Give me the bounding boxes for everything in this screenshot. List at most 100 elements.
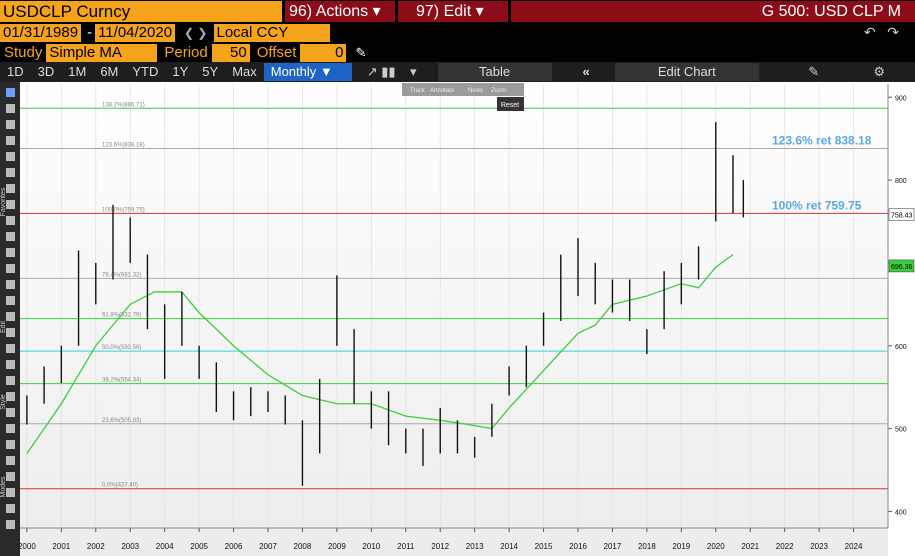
- range-button[interactable]: 1M: [68, 64, 87, 79]
- collapse-button[interactable]: «: [582, 64, 590, 79]
- range-button[interactable]: 1D: [7, 64, 24, 79]
- y-tick-label: 600: [895, 344, 907, 351]
- tool-icon: [6, 216, 15, 225]
- y-tick-label: 400: [895, 509, 907, 516]
- tool-icon: [6, 424, 15, 433]
- tool-icon: [6, 200, 15, 209]
- x-tick-label: 2001: [52, 542, 70, 551]
- tool-icon: [6, 312, 15, 321]
- float-toolbar: [402, 83, 524, 96]
- side-label: Style: [0, 394, 7, 410]
- side-label: Edit: [0, 321, 7, 333]
- function-code: G 500: USD CLP M: [511, 1, 915, 22]
- float-tool[interactable]: Annotate: [430, 88, 455, 94]
- period-label: Period: [164, 44, 208, 61]
- tool-icon: [6, 136, 15, 145]
- side-label: Modes: [0, 476, 7, 498]
- tool-icon: [6, 232, 15, 241]
- currency-select[interactable]: Local CCY: [213, 23, 330, 42]
- tool-icon: [6, 264, 15, 273]
- tool-icon: [6, 504, 15, 513]
- tool-icon: [6, 360, 15, 369]
- price-tag: [888, 259, 915, 273]
- tool-icon: [6, 472, 15, 481]
- x-tick-label: 2006: [225, 542, 243, 551]
- offset-input[interactable]: 0: [300, 43, 347, 62]
- actions-menu[interactable]: 96) Actions ▾: [285, 1, 395, 22]
- period-input[interactable]: 50: [211, 43, 250, 62]
- annotation: 123.6% ret 838.18: [772, 133, 872, 147]
- reset-box: [497, 97, 524, 111]
- tool-icon: [6, 456, 15, 465]
- range-toolbar: 1D 3D 1M 6M YTD 1Y 5Y Max Monthly ▼ ↗ ▮▮ ▾ Table « E…: [0, 62, 915, 82]
- tool-icon: [6, 440, 15, 449]
- range-button[interactable]: 3D: [37, 64, 55, 79]
- level-label: 76.4%(681.32): [102, 272, 141, 278]
- x-tick-label: 2000: [18, 542, 36, 551]
- start-date[interactable]: 01/31/1989: [0, 23, 82, 42]
- end-date[interactable]: 11/04/2020: [95, 23, 176, 42]
- edit-menu[interactable]: 97) Edit ▾: [398, 1, 508, 22]
- price-tag-label: 696.36: [891, 264, 913, 271]
- axis-panel: [888, 82, 915, 556]
- reset-button[interactable]: Reset: [501, 102, 519, 109]
- ticker-field[interactable]: USDCLP Curncy: [0, 1, 282, 22]
- moving-average: [26, 254, 734, 454]
- x-tick-label: 2019: [672, 542, 690, 551]
- price-tag-label: 758.43: [891, 213, 913, 220]
- x-tick-label: 2010: [362, 542, 380, 551]
- float-tool[interactable]: Track: [410, 88, 426, 94]
- x-tick-label: 2014: [500, 542, 518, 551]
- offset-label: Offset: [256, 44, 297, 61]
- x-tick-label: 2022: [776, 542, 794, 551]
- range-button[interactable]: YTD: [132, 64, 159, 79]
- level-label: 123.6%(838.18): [102, 142, 145, 148]
- frequency-select[interactable]: Monthly ▼: [263, 63, 352, 81]
- x-tick-label: 2016: [569, 542, 587, 551]
- x-tick-label: 2021: [741, 542, 759, 551]
- range-button[interactable]: 1Y: [172, 64, 189, 79]
- tool-icon: [6, 120, 15, 129]
- tool-icon: [6, 392, 15, 401]
- range-button[interactable]: 5Y: [202, 64, 219, 79]
- study-select[interactable]: Simple MA: [46, 43, 158, 62]
- range-button[interactable]: Max: [232, 64, 257, 79]
- tool-icon: [6, 296, 15, 305]
- x-tick-label: 2004: [156, 542, 174, 551]
- x-tick-label: 2023: [810, 542, 828, 551]
- x-tick-label: 2009: [328, 542, 346, 551]
- price-tag: [888, 208, 915, 221]
- tool-icon: [6, 376, 15, 385]
- level-label: 23.6%(505.83): [102, 418, 141, 424]
- tool-icon: [6, 408, 15, 417]
- tool-icon: [6, 184, 15, 193]
- pen-icon[interactable]: ✎: [355, 44, 367, 60]
- tool-icon: [6, 248, 15, 257]
- nav-arrows[interactable]: ❮ ❯: [184, 25, 208, 40]
- study-label: Study: [4, 44, 43, 61]
- settings-icons[interactable]: ✎ ⚙: [808, 64, 885, 79]
- x-tick-label: 2008: [294, 542, 312, 551]
- x-tick-label: 2012: [431, 542, 449, 551]
- chart: Favorites Edit Style Modes 2000 2001 2002 2003 2…: [0, 82, 915, 556]
- tool-icon: [6, 488, 15, 497]
- edit-chart-button[interactable]: Edit Chart: [614, 63, 759, 81]
- float-tool[interactable]: News: [468, 88, 483, 94]
- tool-icon: [6, 152, 15, 161]
- table-button[interactable]: Table: [437, 63, 552, 81]
- tool-icon: [6, 520, 15, 529]
- x-tick-label: 2024: [845, 542, 863, 551]
- tool-icon: [6, 88, 15, 97]
- x-tick-label: 2007: [259, 542, 277, 551]
- undo-redo[interactable]: ↶ ↷: [863, 24, 899, 40]
- level-label: 100.0%(759.75): [102, 207, 145, 213]
- range-button[interactable]: 6M: [100, 64, 119, 79]
- chart-icons[interactable]: ↗ ▮▮ ▾: [366, 64, 417, 79]
- annotation: 100% ret 759.75: [772, 198, 862, 212]
- tool-icon: [6, 104, 15, 113]
- x-tick-label: 2003: [121, 542, 139, 551]
- tool-icon: [6, 328, 15, 337]
- float-tool[interactable]: Zoom: [491, 88, 506, 94]
- level-label: 50.0%(593.56): [102, 345, 141, 351]
